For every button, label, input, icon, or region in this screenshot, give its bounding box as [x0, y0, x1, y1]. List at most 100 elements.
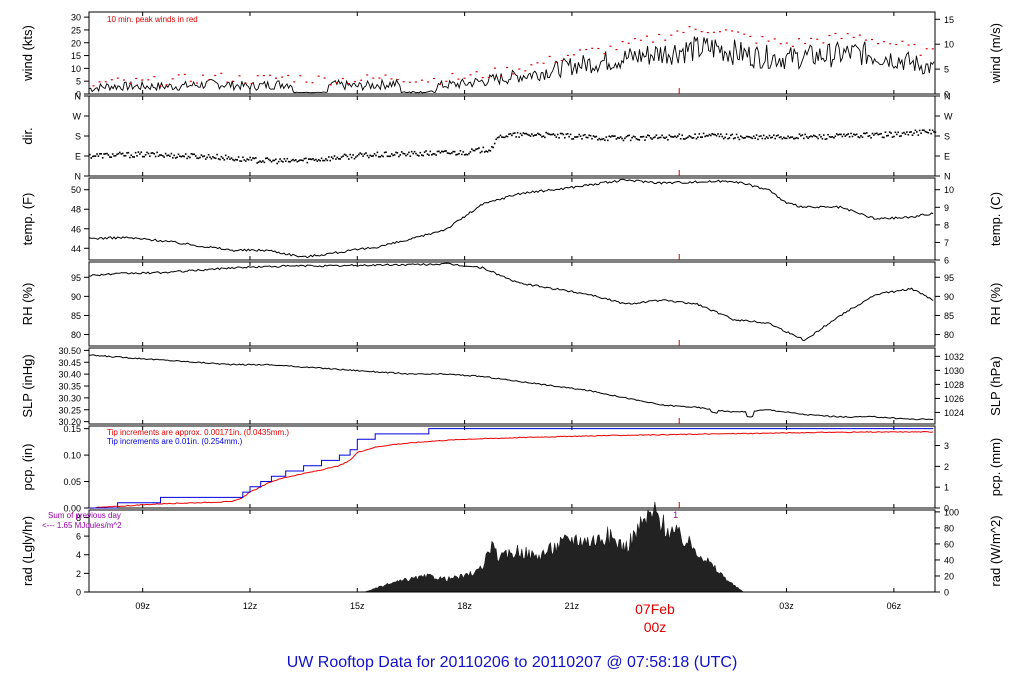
peak-wind-mark	[791, 45, 794, 47]
dir-point	[798, 133, 801, 135]
dir-point	[412, 152, 414, 155]
dir-point	[521, 134, 523, 137]
dir-point	[101, 157, 104, 159]
dir-point	[389, 155, 392, 158]
peak-wind-mark	[810, 37, 813, 39]
peak-wind-mark	[889, 43, 892, 45]
dir-point	[418, 155, 420, 157]
peak-wind-mark	[141, 79, 144, 81]
dir-point	[722, 137, 725, 140]
dir-point	[297, 160, 300, 162]
dir-point	[710, 134, 712, 137]
dir-point	[883, 136, 885, 139]
dir-point	[286, 157, 289, 160]
dir-point	[240, 160, 243, 162]
dir-point	[598, 137, 600, 140]
dir-point	[926, 131, 928, 133]
dir-point	[398, 155, 400, 158]
dir-point	[329, 159, 331, 162]
dir-point	[459, 150, 462, 152]
dir-point	[176, 156, 178, 158]
dir-point	[614, 135, 616, 137]
dir-point	[571, 138, 573, 140]
peak-wind-mark	[572, 54, 575, 56]
dir-point	[927, 132, 930, 134]
dir-point	[289, 161, 291, 163]
dir-point	[874, 132, 877, 135]
dir-point	[669, 135, 672, 138]
dir-point	[134, 151, 137, 154]
dir-point	[146, 151, 148, 154]
dir-point	[302, 159, 304, 162]
dir-point	[657, 137, 659, 140]
y-tick-label: 30.50	[58, 346, 81, 356]
y-tick-label-right: 40	[944, 555, 954, 565]
dir-point	[449, 152, 452, 155]
dir-point	[888, 131, 891, 133]
dir-point	[672, 136, 675, 138]
y-tick-label-right: 80	[944, 523, 954, 533]
dir-point	[647, 134, 649, 136]
dir-point	[166, 154, 168, 157]
peak-wind-mark	[585, 48, 588, 51]
dir-point	[280, 160, 283, 162]
dir-point	[559, 132, 562, 135]
dir-point	[582, 134, 585, 137]
dir-point	[90, 157, 92, 159]
dir-point	[156, 151, 158, 154]
x-tick-label: 06z	[887, 601, 902, 611]
dir-point	[313, 159, 316, 162]
dir-point	[797, 137, 799, 140]
dir-point	[481, 150, 483, 153]
y-tick-label-right: 1028	[944, 380, 964, 390]
dir-point	[179, 155, 181, 157]
y-tick-label-right: 2	[944, 462, 949, 472]
dir-point	[396, 152, 399, 154]
x-tick-label: 18z	[457, 601, 472, 611]
dir-point	[220, 155, 223, 158]
dir-point	[413, 150, 416, 153]
dir-point	[350, 156, 353, 159]
dir-point	[203, 155, 206, 157]
dir-point	[462, 151, 465, 153]
peak-wind-mark	[652, 41, 655, 43]
dir-point	[501, 136, 503, 138]
peak-wind-mark	[712, 31, 715, 33]
dir-point	[752, 135, 755, 138]
peak-wind-mark	[232, 80, 235, 83]
dir-point	[378, 155, 380, 158]
dir-point	[425, 150, 427, 152]
dir-point	[627, 135, 629, 137]
peak-wind-mark	[214, 74, 217, 77]
y-tick-label: 30.40	[58, 370, 81, 380]
y-axis-label: temp. (F)	[20, 193, 35, 246]
dir-point	[104, 152, 107, 155]
peak-wind-mark	[439, 83, 442, 85]
dir-point	[748, 136, 751, 138]
dir-point	[153, 153, 155, 155]
dir-point	[461, 153, 463, 156]
dir-point	[234, 158, 237, 161]
dir-point	[762, 134, 765, 137]
peak-wind-mark	[864, 39, 867, 41]
dir-point	[465, 153, 467, 156]
dir-point	[652, 136, 655, 139]
dir-point	[898, 135, 901, 138]
dir-point	[473, 149, 476, 152]
dir-point	[149, 155, 151, 157]
peak-wind-mark	[390, 78, 393, 80]
dir-point	[409, 155, 412, 157]
x-axis: 09z 12z 15z 18z 21z 03z 06z	[135, 601, 901, 611]
dir-point	[914, 129, 917, 132]
dir-point	[283, 158, 286, 160]
dir-point	[544, 136, 546, 139]
dir-point	[565, 133, 568, 136]
peak-wind-mark	[262, 75, 265, 77]
dir-point	[408, 151, 410, 154]
y-tick-label-right: 0	[944, 588, 949, 598]
dir-point	[429, 150, 432, 153]
dir-point	[282, 161, 284, 163]
date-sublabel: 00z	[644, 619, 667, 635]
panel-frame	[88, 11, 936, 95]
y-tick-label: S	[75, 132, 81, 142]
